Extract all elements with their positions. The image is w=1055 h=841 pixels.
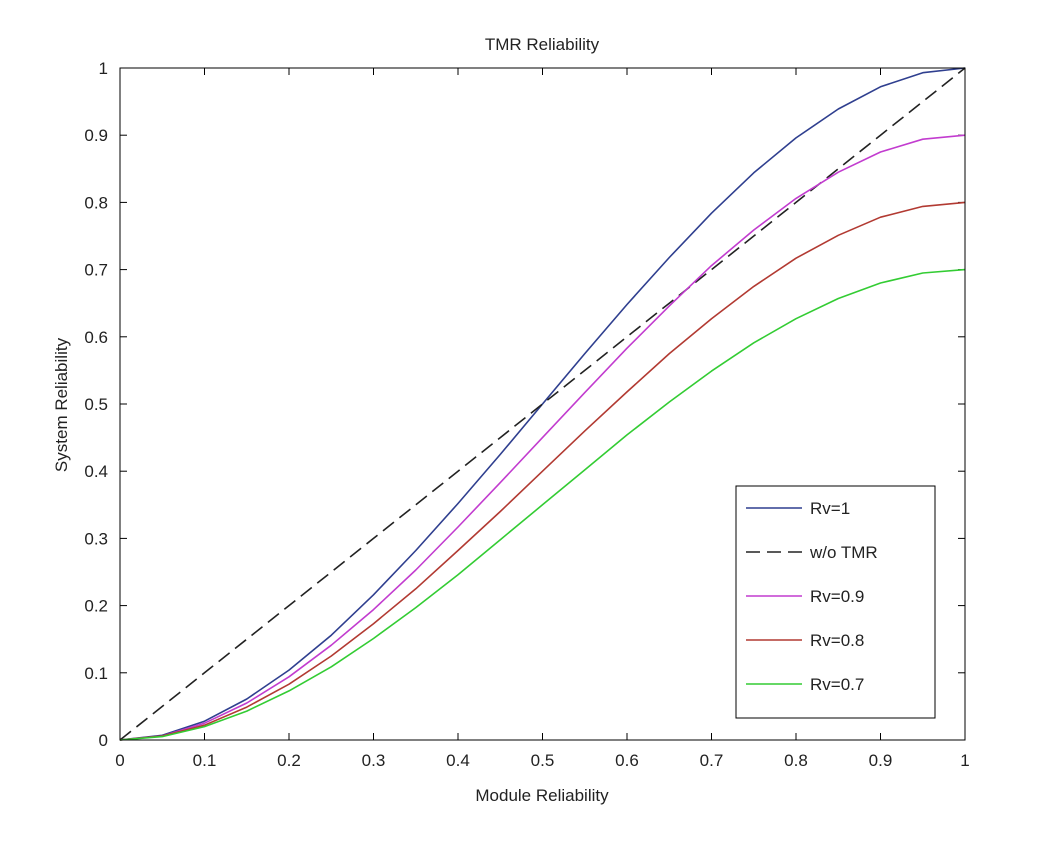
series-line-4	[119, 268, 966, 741]
series-line-3	[119, 201, 966, 741]
y-tick-label: 0.3	[84, 529, 108, 548]
x-tick-label: 0.6	[615, 751, 639, 770]
x-tick-label: 0.5	[531, 751, 555, 770]
x-tick-label: 1	[960, 751, 969, 770]
y-tick-label: 0.1	[84, 664, 108, 683]
x-tick-label: 0.2	[277, 751, 301, 770]
legend-box	[735, 485, 936, 719]
plot-series	[119, 67, 966, 741]
x-tick-label: 0.4	[446, 751, 470, 770]
y-tick-label: 0.2	[84, 597, 108, 616]
x-tick-label: 0	[115, 751, 124, 770]
y-tick-label: 0	[99, 731, 108, 750]
x-tick-label: 0.7	[700, 751, 724, 770]
y-tick-label: 1	[99, 59, 108, 78]
x-tick-label: 0.3	[362, 751, 386, 770]
series-line-0	[119, 67, 966, 741]
series-line-2	[119, 134, 966, 741]
legend-label-1: w/o TMR	[809, 543, 878, 562]
x-tick-label: 0.9	[869, 751, 893, 770]
x-tick-label: 0.1	[193, 751, 217, 770]
legend-label-4: Rv=0.7	[810, 675, 864, 694]
legend-label-2: Rv=0.9	[810, 587, 864, 606]
y-tick-label: 0.9	[84, 126, 108, 145]
y-tick-label: 0.4	[84, 462, 108, 481]
y-axis-label: System Reliability	[52, 337, 71, 472]
series-line-1	[119, 67, 966, 741]
axis-ticks: 0 0.1 0.2 0.3 0.4 0.5 0.6 0.7 0.8 0.9 1 0 0.1 0.2 0.3 0…	[84, 59, 969, 770]
y-tick-label: 0.7	[84, 261, 108, 280]
legend: Rv=1 w/o TMR Rv=0.9 Rv=0.8 Rv=0.7	[735, 485, 936, 719]
x-axis-label: Module Reliability	[475, 786, 609, 805]
y-tick-label: 0.8	[84, 193, 108, 212]
y-tick-label: 0.6	[84, 328, 108, 347]
legend-label-3: Rv=0.8	[810, 631, 864, 650]
chart-title: TMR Reliability	[485, 35, 600, 54]
y-tick-label: 0.5	[84, 395, 108, 414]
legend-label-0: Rv=1	[810, 499, 850, 518]
x-tick-label: 0.8	[784, 751, 808, 770]
plot-area-frame	[119, 67, 966, 741]
